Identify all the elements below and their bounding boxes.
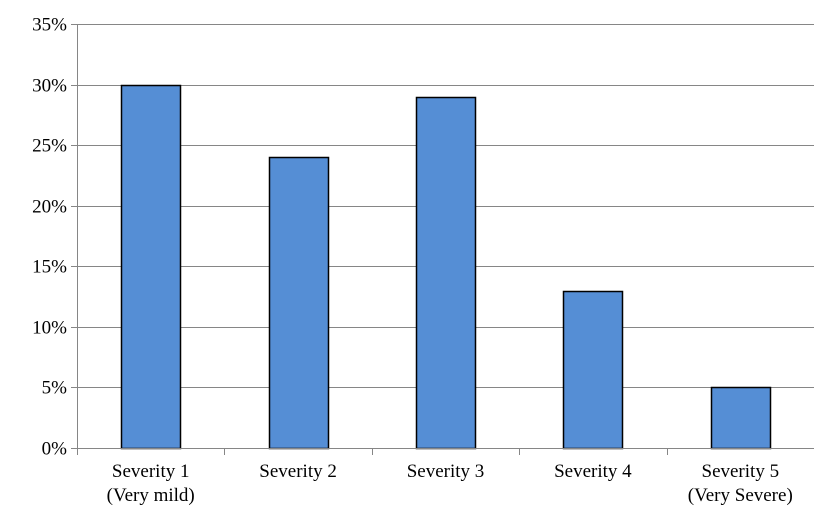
y-tick-label: 5%: [42, 378, 68, 399]
bar: [120, 84, 182, 450]
x-axis-tick-labels: Severity 1 (Very mild) Severity 2 Severity …: [107, 461, 793, 506]
y-tick-label: 0%: [42, 439, 68, 460]
x-tick-label: Severity 4: [554, 461, 632, 482]
x-tick-label-line: Severity 3: [407, 461, 485, 482]
x-tick-label-line: Severity 5: [702, 461, 780, 482]
bar: [710, 386, 772, 450]
bar: [268, 156, 330, 450]
x-tick-label-line: Severity 2: [259, 461, 337, 482]
y-tick-label: 30%: [32, 76, 67, 97]
x-tick-label-line: Severity 1: [112, 461, 190, 482]
y-tick-label: 15%: [32, 257, 67, 278]
bar: [562, 290, 624, 450]
x-tick-label-line: Severity 4: [554, 461, 632, 482]
x-tick-label-line: (Very Severe): [688, 485, 793, 506]
y-axis-tick-labels: 0% 5% 10% 15% 20% 25% 30% 35%: [32, 15, 67, 460]
x-tick-label: Severity 1 (Very mild): [107, 461, 195, 506]
x-tick-label: Severity 5 (Very Severe): [688, 461, 793, 506]
y-tick-label: 20%: [32, 197, 67, 218]
x-tick-label-line: (Very mild): [107, 485, 195, 506]
bar: [415, 96, 477, 450]
y-tick-label: 25%: [32, 136, 67, 157]
x-tick-label: Severity 3: [407, 461, 485, 482]
x-tick-label: Severity 2: [259, 461, 337, 482]
axes: [71, 24, 814, 455]
bars: [120, 84, 772, 450]
y-tick-label: 35%: [32, 15, 67, 36]
y-tick-label: 10%: [32, 318, 67, 339]
